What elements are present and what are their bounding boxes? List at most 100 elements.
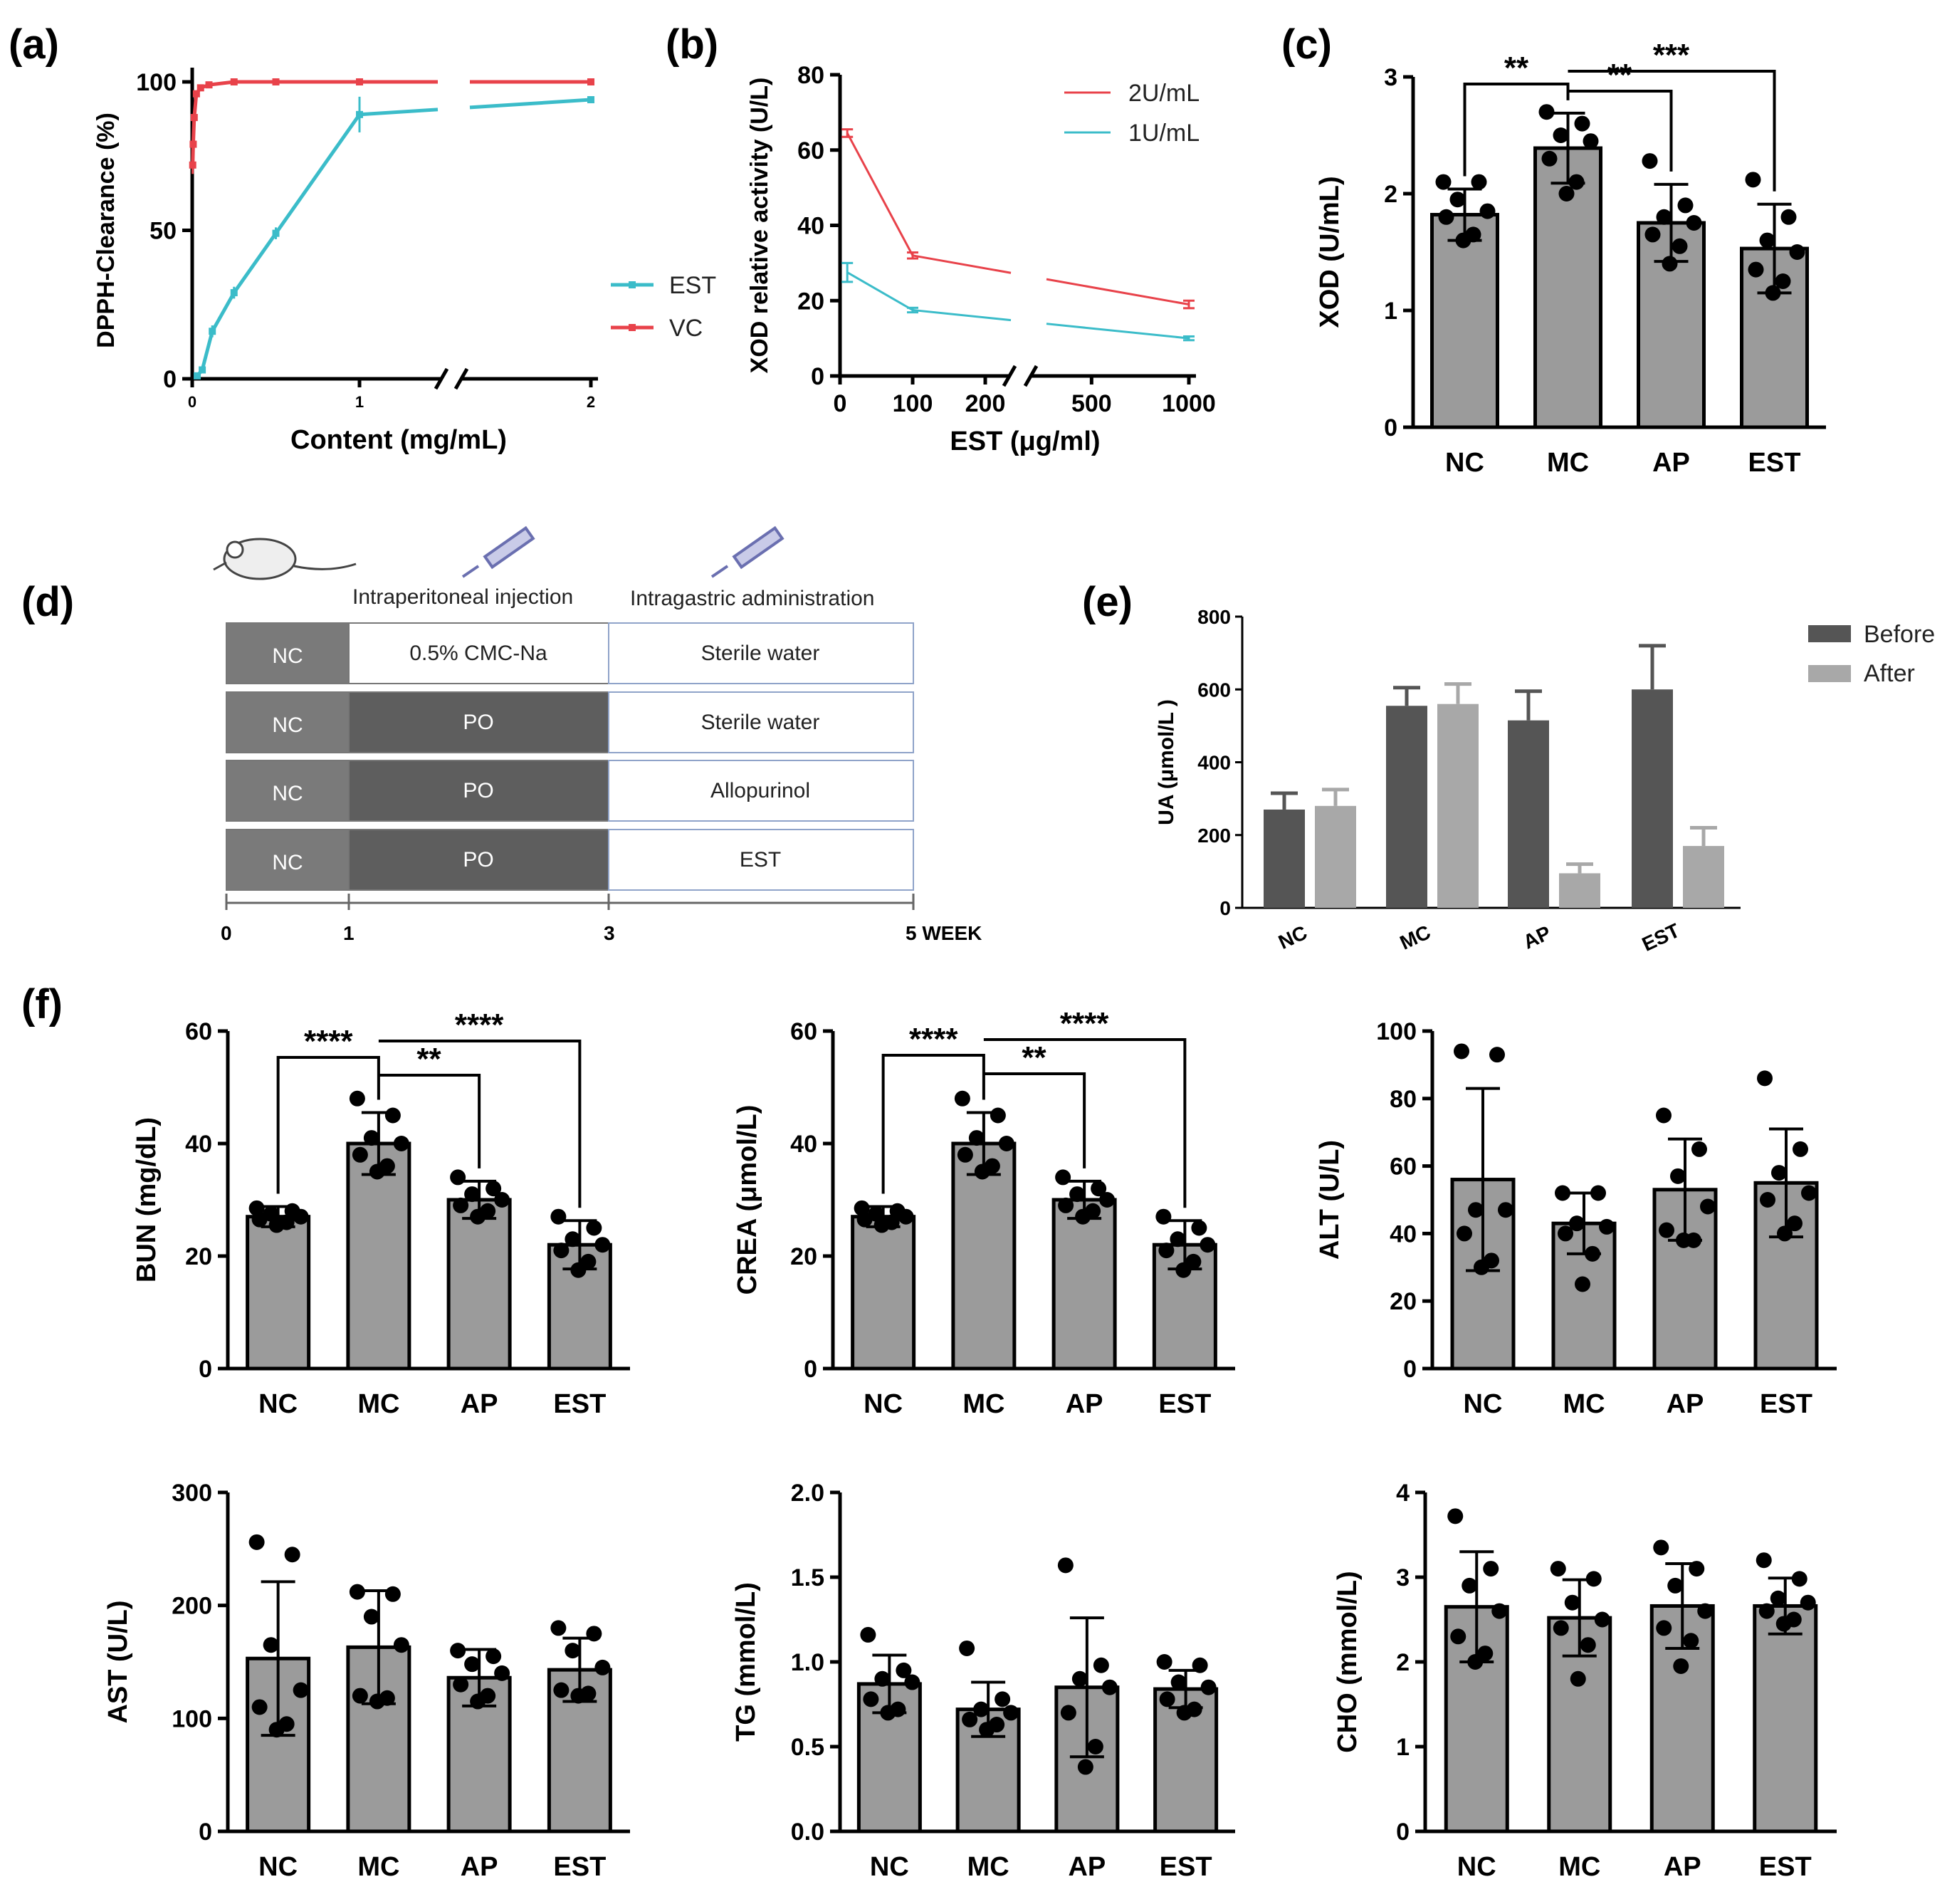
- data-point: [352, 1688, 368, 1704]
- significance-stars: **: [1022, 1040, 1046, 1075]
- data-point: [1170, 1674, 1187, 1690]
- category-label: EST: [1158, 1389, 1211, 1419]
- y-tick-label: 0: [1219, 897, 1231, 919]
- data-point: [874, 1670, 891, 1687]
- data-point: [896, 1662, 912, 1678]
- bar: [851, 1215, 916, 1371]
- bar-before: [1632, 689, 1673, 908]
- data-point: [1555, 1185, 1570, 1201]
- category-label: AP: [461, 1852, 498, 1882]
- y-tick-label: 200: [172, 1593, 212, 1620]
- data-point: [268, 1722, 285, 1738]
- data-point: [1003, 1705, 1019, 1721]
- data-point: [1550, 1561, 1566, 1577]
- y-axis-label: AST (U/L): [103, 1600, 133, 1723]
- chart-tg: 0.0 0.5 1.0 1.5 2.0 TG (mmol/L) NC MC AP EST: [731, 1480, 1235, 1882]
- data-point: [594, 1237, 611, 1253]
- legend-label-est: EST: [669, 272, 716, 299]
- data-point: [1759, 232, 1775, 249]
- category-label: EST: [1760, 1389, 1812, 1419]
- bar: [346, 1645, 411, 1834]
- data-point: [1574, 115, 1590, 132]
- category-label: MC: [357, 1852, 399, 1882]
- category-label: MC: [357, 1389, 399, 1419]
- data-point: [904, 1674, 920, 1690]
- data-point: [369, 1693, 385, 1710]
- x-tick-label: 100: [893, 390, 933, 417]
- data-point: [470, 1208, 486, 1225]
- legend-label-2u: 2U/mL: [1128, 80, 1200, 107]
- chart-uric-acid: 0 200 400 600 800 UA (μmol/L ) NC MC AP EST Before…: [1155, 606, 1935, 956]
- data-point: [1569, 1215, 1585, 1232]
- y-axis-label: UA (μmol/L ): [1155, 699, 1178, 825]
- significance-bracket: [983, 1038, 1187, 1208]
- data-point: [453, 1676, 469, 1693]
- data-point: [565, 1643, 581, 1659]
- y-tick-label: 2: [1396, 1649, 1410, 1676]
- cell-injection-label: PO: [463, 848, 493, 872]
- significance-bracket: [378, 1074, 481, 1168]
- bar: [246, 1215, 311, 1371]
- data-point: [1158, 1243, 1175, 1259]
- series-line-est: [196, 113, 362, 377]
- data-point: [1801, 1185, 1817, 1201]
- y-tick-label: 0: [1396, 1819, 1410, 1846]
- data-point: [1585, 1571, 1602, 1587]
- y-tick-label: 3: [1396, 1564, 1410, 1591]
- category-label: AP: [461, 1389, 498, 1419]
- data-point: [1538, 104, 1555, 120]
- data-point: [453, 1197, 469, 1213]
- data-point: [1156, 1654, 1172, 1670]
- cell-nc: [226, 760, 350, 822]
- data-point: [1075, 1208, 1091, 1225]
- data-point: [248, 1534, 265, 1550]
- data-point: [393, 1136, 409, 1151]
- y-tick-label: 0: [163, 366, 177, 393]
- data-point: [1780, 209, 1797, 225]
- chart-alt: 0 20 40 60 80 100 ALT (U/L) NC MC AP EST: [1315, 1018, 1837, 1419]
- category-label: NC: [864, 1389, 903, 1419]
- data-point: [1691, 1141, 1707, 1157]
- data-point: [1468, 1202, 1484, 1218]
- data-point: [1175, 1262, 1192, 1278]
- category-label: AP: [1068, 1852, 1106, 1882]
- data-point: [898, 1208, 914, 1225]
- data-point: [1667, 1577, 1684, 1594]
- significance-stars: ****: [304, 1024, 353, 1059]
- data-point: [553, 1682, 570, 1698]
- data-point: [1793, 1141, 1808, 1157]
- chart-cho: 0 1 2 3 4 CHO (mmol/L) NC MC AP EST: [1333, 1480, 1837, 1882]
- data-point: [1599, 1218, 1615, 1235]
- category-label: EST: [1748, 448, 1801, 478]
- cell-injection: [348, 691, 609, 753]
- cell-injection-label: PO: [463, 779, 493, 802]
- data-point: [293, 1208, 309, 1225]
- data-point: [384, 1107, 401, 1124]
- timeline-tick-1: 1: [343, 922, 355, 944]
- data-point: [356, 110, 363, 118]
- legend-label-after: After: [1864, 660, 1915, 687]
- y-tick-label: 2.0: [791, 1480, 824, 1507]
- data-point: [998, 1136, 1014, 1151]
- data-point: [1775, 273, 1791, 289]
- data-point: [1594, 1611, 1610, 1628]
- data-point: [363, 1130, 379, 1146]
- data-point: [1093, 1657, 1109, 1673]
- cell-injection-label: 0.5% CMC-Na: [409, 642, 547, 665]
- category-label: AP: [1664, 1852, 1701, 1882]
- x-tick-label: 2: [587, 393, 595, 411]
- data-point: [1491, 1603, 1508, 1619]
- panel-label-d: (d): [21, 579, 74, 625]
- data-point: [1060, 1705, 1076, 1721]
- data-point: [293, 1682, 309, 1698]
- category-label: NC: [1445, 448, 1484, 478]
- bar-after: [1437, 703, 1479, 908]
- data-point: [1159, 1691, 1175, 1707]
- y-tick-label: 60: [797, 137, 824, 164]
- data-point: [1644, 226, 1661, 243]
- data-point: [251, 1211, 268, 1228]
- y-tick-label: 20: [185, 1243, 212, 1270]
- data-point: [356, 78, 363, 85]
- data-point: [1787, 1215, 1803, 1232]
- data-point: [1191, 1220, 1207, 1236]
